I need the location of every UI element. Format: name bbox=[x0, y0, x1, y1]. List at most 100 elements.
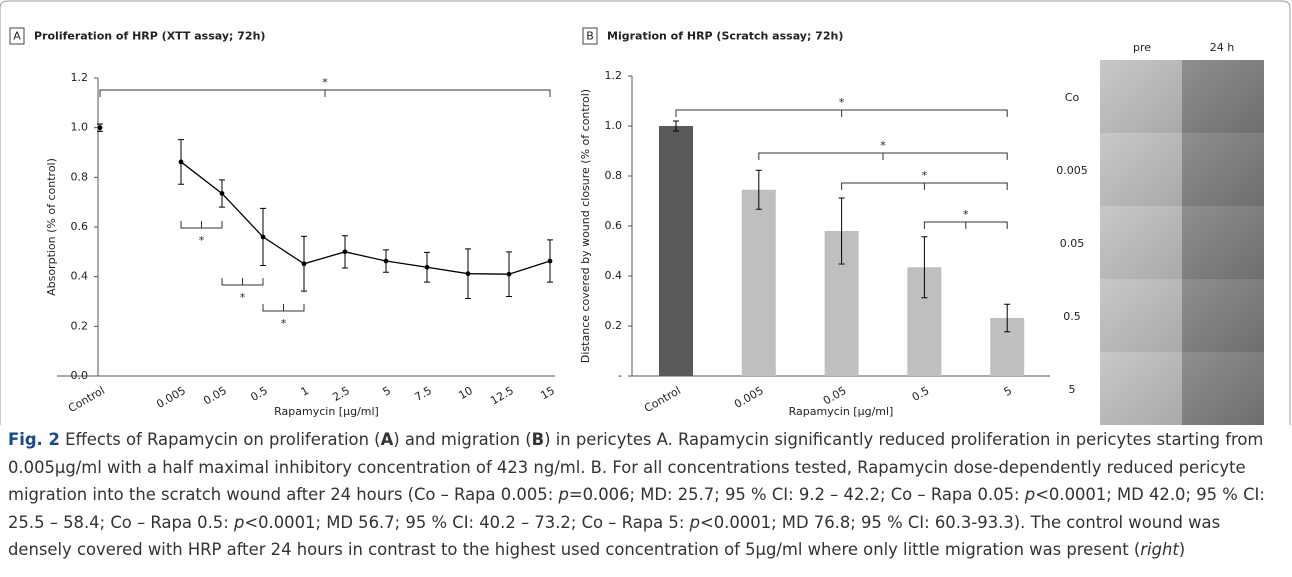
caption-run: ) bbox=[1179, 540, 1185, 559]
caption-run: p bbox=[234, 513, 244, 532]
y-tick-label: 1.2 bbox=[605, 69, 623, 82]
significance-star: * bbox=[322, 76, 328, 89]
figure-border bbox=[0, 1, 1290, 425]
x-tick-label: 12.5 bbox=[488, 384, 516, 408]
caption-run: <0.0001; MD 56.7; 95 % CI: 40.2 – 73.2; … bbox=[244, 513, 689, 532]
significance-bracket bbox=[181, 221, 222, 228]
data-point bbox=[179, 160, 184, 165]
caption: Fig. 2 Effects of Rapamycin on prolifera… bbox=[8, 426, 1284, 564]
data-point bbox=[466, 271, 471, 276]
micrograph-column-label: pre bbox=[1133, 41, 1151, 54]
micrograph-pre bbox=[1100, 279, 1182, 352]
x-axis-label: Rapamycin [µg/ml] bbox=[789, 405, 894, 418]
data-point bbox=[220, 191, 225, 196]
x-tick-label: 2.5 bbox=[330, 384, 352, 404]
bar bbox=[742, 190, 776, 376]
y-tick-label: - bbox=[618, 369, 622, 382]
y-tick-label: 0.6 bbox=[605, 219, 623, 232]
y-tick-label: 0.4 bbox=[605, 269, 623, 282]
micrograph-row-label: 0.005 bbox=[1056, 164, 1088, 177]
micrograph-column-label: 24 h bbox=[1210, 41, 1234, 54]
data-point bbox=[343, 249, 348, 254]
x-tick-label: 0.005 bbox=[154, 384, 188, 411]
x-tick-label: 5 bbox=[1002, 384, 1015, 399]
significance-bracket bbox=[842, 183, 1008, 190]
x-tick-label: 7.5 bbox=[412, 384, 434, 404]
x-tick-label: 0.05 bbox=[821, 384, 849, 408]
x-tick-label: 0.05 bbox=[201, 384, 229, 408]
x-tick-label: 1 bbox=[298, 384, 311, 399]
caption-run: right bbox=[1140, 540, 1179, 559]
caption-run: p bbox=[1025, 485, 1035, 504]
significance-bracket bbox=[222, 278, 263, 285]
bar bbox=[659, 126, 693, 376]
y-tick-label: 0.4 bbox=[71, 270, 89, 283]
y-tick-label: 0.2 bbox=[605, 319, 623, 332]
chart-title: Migration of HRP (Scratch assay; 72h) bbox=[607, 30, 843, 43]
data-point bbox=[98, 125, 103, 130]
caption-run: ) and migration ( bbox=[393, 430, 531, 449]
figure: A Proliferation of HRP (XTT assay; 72h) 0.… bbox=[0, 0, 1292, 425]
caption-run: p bbox=[558, 485, 568, 504]
y-axis-label: Distance covered by wound closure (% of … bbox=[579, 89, 592, 363]
significance-star: * bbox=[963, 208, 969, 221]
micrograph-24h bbox=[1182, 206, 1264, 279]
data-line bbox=[181, 162, 550, 274]
y-tick-label: 1.0 bbox=[605, 119, 623, 132]
x-tick-label: 10 bbox=[456, 384, 475, 402]
significance-bracket bbox=[100, 90, 550, 97]
micrograph-pre bbox=[1100, 60, 1182, 133]
y-tick-label: 0.0 bbox=[71, 369, 89, 382]
caption-run: B bbox=[532, 430, 545, 449]
panel-label: A bbox=[13, 30, 21, 43]
micrograph-24h bbox=[1182, 352, 1264, 425]
data-point bbox=[302, 261, 307, 266]
micrograph-row-label: Co bbox=[1065, 91, 1080, 104]
y-tick-label: 0.8 bbox=[71, 170, 89, 183]
x-tick-label: Control bbox=[642, 384, 683, 415]
micrograph-24h bbox=[1182, 279, 1264, 352]
significance-bracket bbox=[263, 304, 304, 311]
y-tick-label: 1.2 bbox=[71, 71, 89, 84]
panel-label: B bbox=[586, 30, 594, 43]
y-tick-label: 0.8 bbox=[605, 169, 623, 182]
micrograph-row-label: 5 bbox=[1069, 383, 1076, 396]
significance-bracket bbox=[924, 222, 1007, 229]
micrograph-pre bbox=[1100, 206, 1182, 279]
significance-bracket bbox=[759, 153, 1007, 160]
y-tick-label: 0.2 bbox=[71, 319, 89, 332]
micrograph-row-label: 0.05 bbox=[1060, 237, 1085, 250]
data-point bbox=[507, 272, 512, 277]
y-tick-label: 1.0 bbox=[71, 121, 89, 134]
chart-title: Proliferation of HRP (XTT assay; 72h) bbox=[34, 30, 265, 43]
significance-star: * bbox=[839, 96, 845, 109]
data-point bbox=[261, 235, 266, 240]
significance-star: * bbox=[922, 169, 928, 182]
x-tick-label: 0.5 bbox=[910, 384, 932, 404]
x-tick-label: 0.5 bbox=[248, 384, 270, 404]
x-tick-label: Control bbox=[66, 384, 107, 415]
x-tick-label: 0.005 bbox=[732, 384, 766, 411]
x-tick-label: 5 bbox=[380, 384, 393, 399]
significance-star: * bbox=[240, 291, 246, 304]
caption-label: Fig. 2 bbox=[8, 430, 60, 449]
micrograph-24h bbox=[1182, 133, 1264, 206]
x-tick-label: 15 bbox=[538, 384, 557, 402]
micrograph-24h bbox=[1182, 60, 1264, 133]
significance-star: * bbox=[199, 234, 205, 247]
significance-bracket bbox=[676, 110, 1007, 117]
data-point bbox=[548, 259, 553, 264]
x-axis-label: Rapamycin [µg/ml] bbox=[274, 405, 379, 418]
micrograph-pre bbox=[1100, 133, 1182, 206]
caption-run: p bbox=[690, 513, 700, 532]
micrograph-row-label: 0.5 bbox=[1063, 310, 1081, 323]
y-axis-label: Absorption (% of control) bbox=[45, 158, 58, 296]
y-tick-label: 0.6 bbox=[71, 220, 89, 233]
data-point bbox=[425, 265, 430, 270]
data-point bbox=[384, 259, 389, 264]
significance-star: * bbox=[880, 139, 886, 152]
caption-run: A bbox=[381, 430, 394, 449]
micrograph-pre bbox=[1100, 352, 1182, 425]
significance-star: * bbox=[281, 317, 287, 330]
caption-run: =0.006; MD: 25.7; 95 % CI: 9.2 – 42.2; C… bbox=[569, 485, 1025, 504]
